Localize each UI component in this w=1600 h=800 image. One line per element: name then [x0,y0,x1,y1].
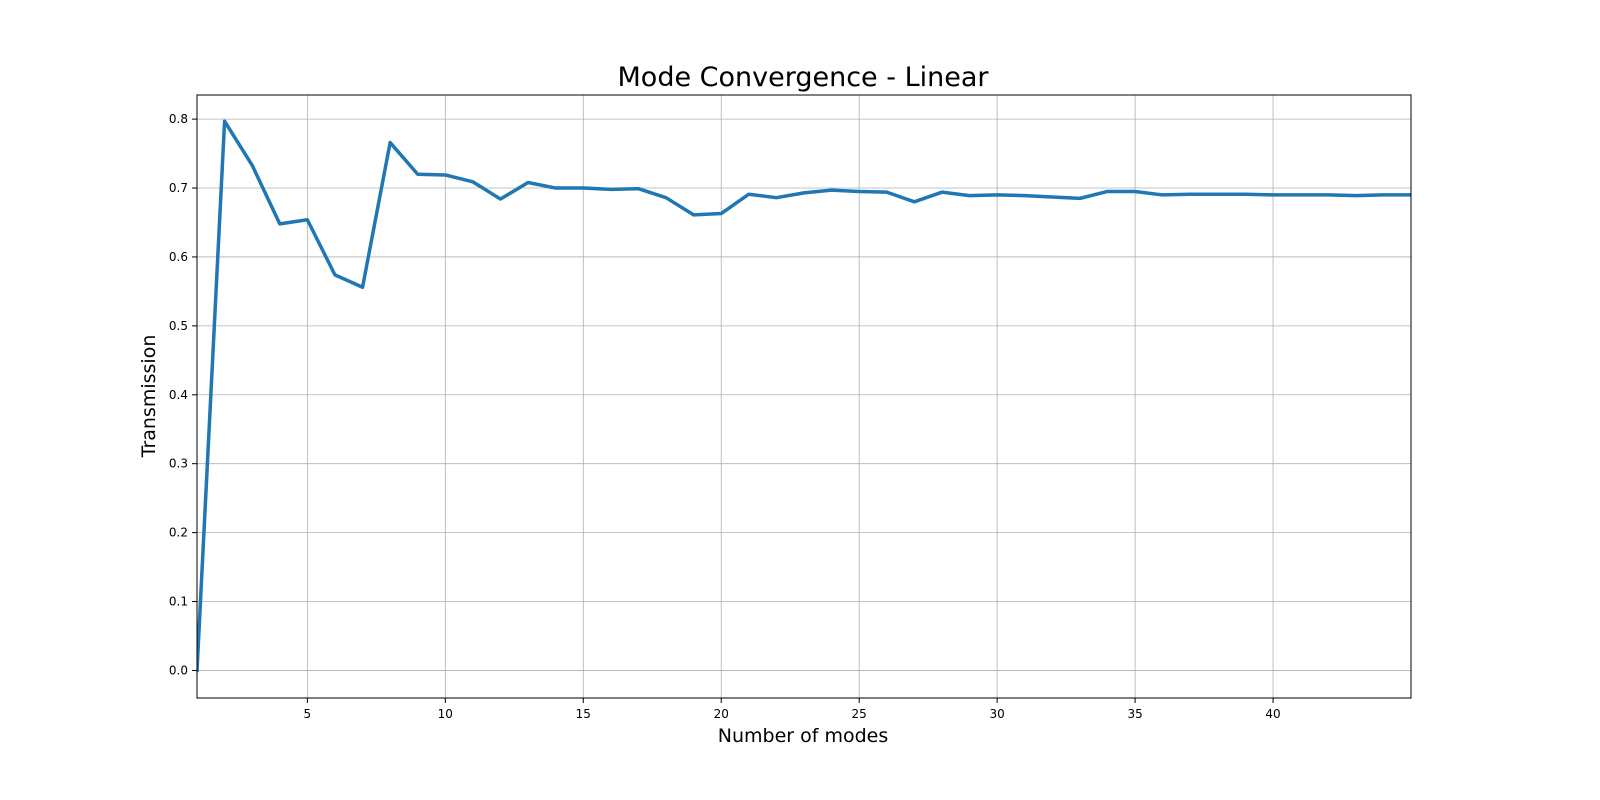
chart-title: Mode Convergence - Linear [618,62,990,93]
series-layer [197,119,1411,673]
x-tick-label: 25 [852,707,867,721]
x-tick-label: 40 [1265,707,1280,721]
y-tick-label: 0.4 [169,388,188,402]
axis-ticks: 5 10 15 20 25 30 35 40 0.0 0.1 0.2 0.3 0.4 0.5 0.6 0.7 0… [169,112,1281,721]
x-axis-title: Number of modes [718,725,889,747]
x-tick-label: 10 [438,707,453,721]
x-tick-label: 5 [304,707,312,721]
y-tick-label: 0.5 [169,319,188,333]
y-axis-title: Transmission [138,335,160,459]
x-tick-label: 35 [1127,707,1142,721]
series-line-0 [197,119,1411,673]
x-tick-label: 30 [989,707,1004,721]
y-tick-label: 0.0 [169,663,188,677]
y-tick-label: 0.3 [169,457,188,471]
y-tick-label: 0.1 [169,595,188,609]
x-tick-label: 15 [576,707,591,721]
plot-frame [196,94,1412,699]
y-tick-label: 0.6 [169,250,188,264]
x-tick-label: 20 [714,707,729,721]
y-tick-label: 0.2 [169,526,188,540]
y-tick-label: 0.7 [169,181,188,195]
y-tick-label: 0.8 [169,112,188,126]
